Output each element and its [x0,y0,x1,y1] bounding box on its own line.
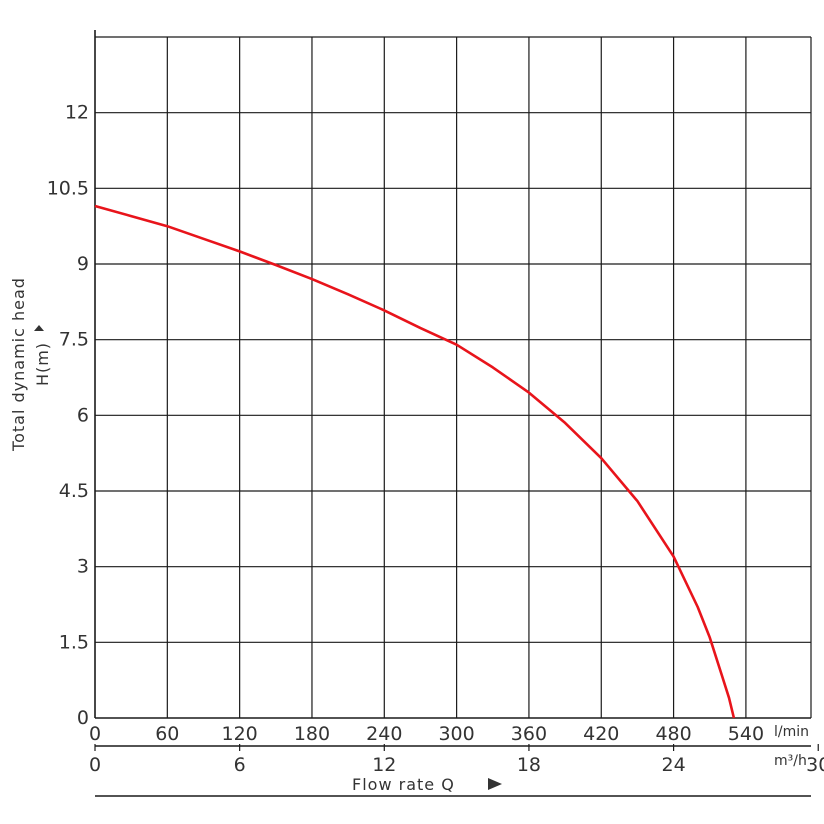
x-tick-label-m3h: 18 [517,754,541,776]
x-tick-label-m3h: 30 [806,754,824,776]
y-tick-label: 12 [65,102,89,124]
x-tick-label-lpm: 120 [222,723,258,745]
y-axis-unit: H(m) [33,342,52,386]
x-tick-label-lpm: 180 [294,723,330,745]
y-tick-label: 7.5 [59,329,89,351]
y-tick-label: 4.5 [59,480,89,502]
x-unit-secondary: m³/h [774,753,807,769]
grid-lines [95,36,812,718]
x-tick-label-lpm: 240 [366,723,402,745]
head-flow-curve [94,204,736,719]
x-tick-labels-lpm: 0 60 120 180 240 300 360 420 480 540 [89,723,764,745]
x-tick-label-lpm: 540 [728,723,764,745]
x-axis-arrow [488,778,502,790]
x-tick-label-lpm: 360 [511,723,547,745]
x-tick-label-m3h: 12 [372,754,396,776]
y-tick-label: 0 [77,707,89,729]
x-tick-label-lpm: 60 [155,723,179,745]
x-tick-label-lpm: 420 [583,723,619,745]
y-tick-label: 6 [77,404,89,426]
plot-frame [94,30,811,797]
x-tick-label-m3h: 6 [234,754,246,776]
x-tick-labels-m3h: 0 6 12 18 24 30 [89,744,824,776]
y-axis-arrow [34,325,44,331]
x-axis-title: Flow rate Q [352,775,455,794]
y-tick-labels: 0 1.5 3 4.5 6 7.5 9 10.5 12 [47,102,89,729]
x-tick-label-lpm: 0 [89,723,101,745]
x-tick-label-lpm: 300 [438,723,474,745]
x-tick-label-m3h: 0 [89,754,101,776]
curve-line [94,204,736,719]
y-tick-label: 10.5 [47,177,89,199]
y-tick-label: 1.5 [59,631,89,653]
y-axis-title: Total dynamic head [9,277,28,452]
y-tick-label: 9 [77,253,89,275]
x-unit-primary: l/min [774,724,809,740]
x-tick-label-lpm: 480 [655,723,691,745]
y-tick-label: 3 [77,556,89,578]
x-tick-label-m3h: 24 [661,754,685,776]
